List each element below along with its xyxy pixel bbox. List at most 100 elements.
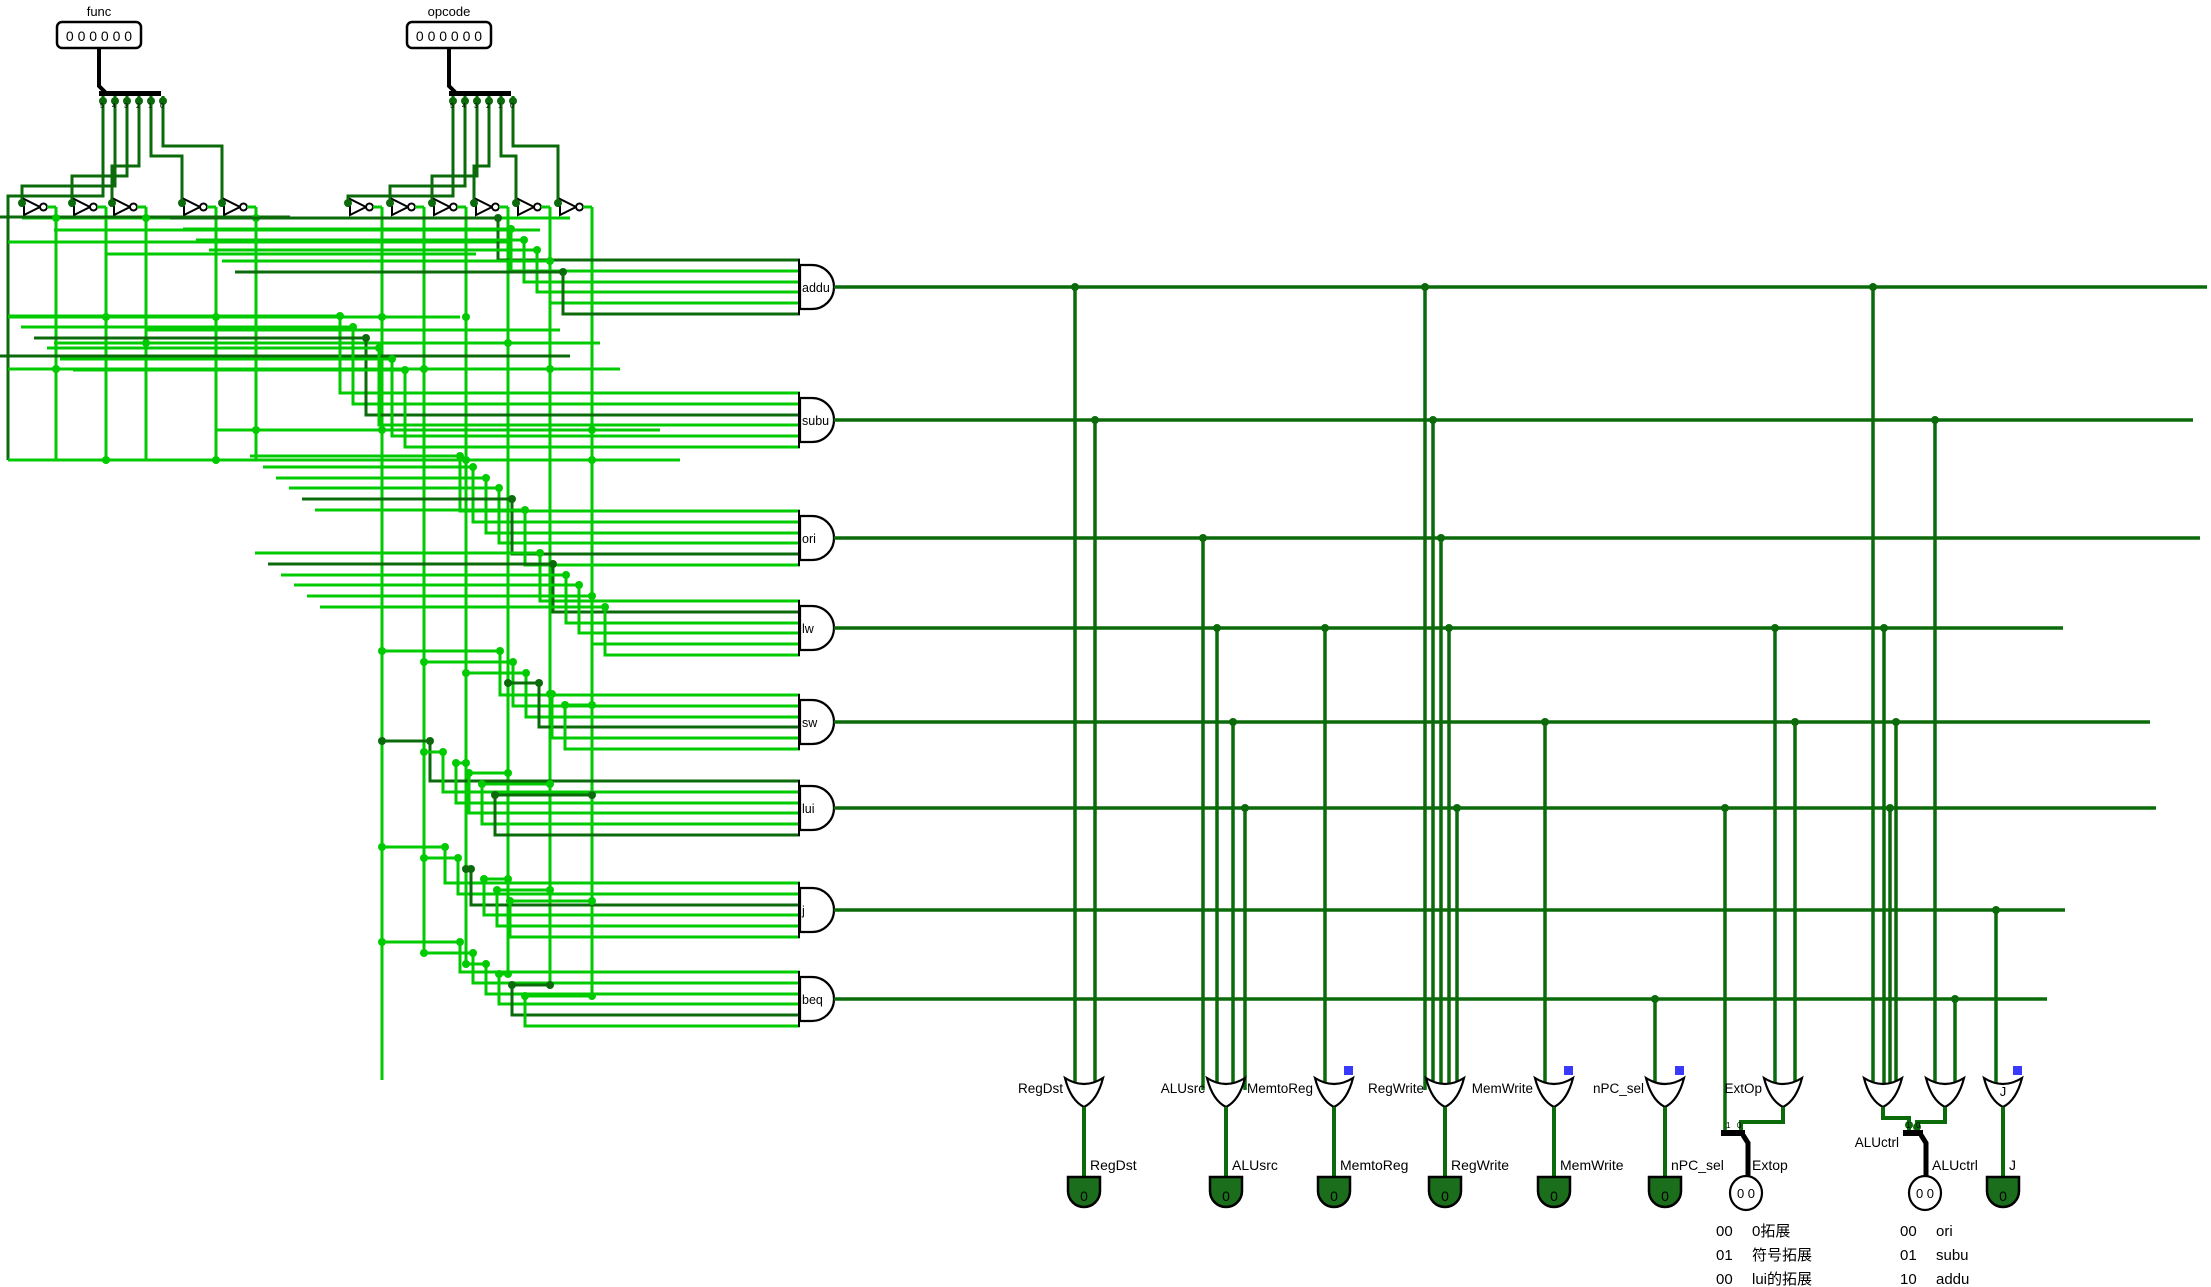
not-gate[interactable] <box>391 197 411 217</box>
wire-junction <box>588 701 596 709</box>
and-input-wire <box>222 259 800 305</box>
legend-aluctrl-text: subu <box>1936 1247 1969 1264</box>
legend-extop-text: 0拓展 <box>1752 1223 1790 1240</box>
wire-junction <box>462 759 470 767</box>
wire-junction <box>561 701 569 709</box>
not-gate[interactable] <box>183 197 203 217</box>
wire-junction <box>549 560 557 568</box>
wire-junction <box>480 875 488 883</box>
wire-junction <box>142 214 150 222</box>
not-gate[interactable] <box>223 197 243 217</box>
wire-junction <box>441 843 449 851</box>
and-input-wire <box>281 573 800 625</box>
and-input-wire <box>21 325 800 406</box>
splitter-bit-label: 1 <box>148 103 152 110</box>
wire-junction <box>336 312 344 320</box>
wire-junction <box>469 949 477 957</box>
or-gate-aluB[interactable] <box>1924 1075 1966 1109</box>
wire-junction <box>497 97 505 105</box>
not-gate[interactable] <box>73 197 93 217</box>
input-pin-opcode-bus-wire <box>447 48 458 95</box>
and-input-wire <box>60 357 800 438</box>
and-gate-j[interactable] <box>798 886 836 934</box>
output-pin-RegWrite[interactable] <box>1427 1175 1463 1209</box>
pin-value: 0 0 <box>1737 1186 1755 1201</box>
wire-junction <box>362 334 370 342</box>
and-input-wire <box>482 877 800 917</box>
output-pin-J[interactable] <box>1985 1175 2021 1209</box>
pin-value: 0 <box>1441 1188 1449 1204</box>
wire-junction <box>509 97 517 105</box>
and-gate-beq[interactable] <box>798 975 836 1023</box>
splitter-bit-wire <box>388 96 467 203</box>
not-gate[interactable] <box>433 197 453 217</box>
wire-junction <box>68 199 76 207</box>
and-gate-lw[interactable] <box>798 604 836 652</box>
wire-junction <box>142 339 150 347</box>
output-pin-RegDst[interactable] <box>1066 1175 1102 1209</box>
wire-junction <box>462 313 470 321</box>
not-gate[interactable] <box>349 197 369 217</box>
floating-input-marker <box>2013 1066 2022 1075</box>
not-gate[interactable] <box>113 197 133 217</box>
wire-junction <box>1905 1121 1913 1129</box>
wire-junction <box>420 658 428 666</box>
or-gate-J[interactable] <box>1982 1075 2024 1109</box>
or-gate-RegWrite[interactable] <box>1424 1075 1466 1109</box>
wire-junction <box>494 214 502 222</box>
or-gate-ALUsrc[interactable] <box>1205 1075 1247 1109</box>
wire-junction <box>546 257 554 265</box>
and-input-wire <box>493 793 800 837</box>
pin-label: ALUctrl <box>1932 1157 1978 1173</box>
input-pin-func-label: func <box>87 4 112 19</box>
wire-junction <box>546 690 554 698</box>
not-gate-bubble <box>39 202 48 212</box>
and-gate-sw[interactable] <box>798 698 836 746</box>
not-gate[interactable] <box>517 197 537 217</box>
and-gate-label: subu <box>802 414 829 428</box>
legend-extop-text: lui的拓展 <box>1752 1271 1812 1287</box>
output-pin-ALUsrc[interactable] <box>1208 1175 1244 1209</box>
output-pin-Extop[interactable] <box>1728 1174 1764 1212</box>
not-gate[interactable] <box>559 197 579 217</box>
or-gate-RegDst[interactable] <box>1063 1075 1105 1109</box>
and-gate-ori[interactable] <box>798 514 836 562</box>
splitter-bit-wire <box>20 96 117 203</box>
and-gate-subu[interactable] <box>798 396 836 444</box>
and-input-wire <box>563 703 800 751</box>
wire-junction <box>470 199 478 207</box>
wire-junction <box>378 843 386 851</box>
wire-junction <box>588 592 596 600</box>
or-gate-nPC_sel[interactable] <box>1644 1075 1686 1109</box>
and-input-wire <box>424 750 800 794</box>
input-pin-func-value: 0 0 0 0 0 0 <box>66 28 132 44</box>
wire-junction <box>461 97 469 105</box>
not-gate[interactable] <box>475 197 495 217</box>
legend-aluctrl-text: addu <box>1936 1271 1969 1287</box>
wire-junction <box>420 949 428 957</box>
output-pin-nPC_sel[interactable] <box>1647 1175 1683 1209</box>
or-gate-label: ALUsrc <box>1161 1081 1206 1096</box>
and-input-wire <box>424 951 800 985</box>
and-gate-label: lw <box>802 622 815 636</box>
or-gate-label: RegDst <box>1018 1081 1063 1096</box>
not-gate-bubble <box>575 202 584 212</box>
or-gate-MemWrite[interactable] <box>1533 1075 1575 1109</box>
not-gate[interactable] <box>23 197 43 217</box>
output-pin-MemtoReg[interactable] <box>1316 1175 1352 1209</box>
pin-label: RegWrite <box>1451 1157 1509 1173</box>
wire-junction <box>535 679 543 687</box>
wire-junction <box>462 960 470 968</box>
output-pin-ALUctrl[interactable] <box>1907 1174 1943 1212</box>
or-gate-aluA[interactable] <box>1862 1075 1904 1109</box>
and-gate-addu[interactable] <box>798 263 836 311</box>
splitter-bit-label: 0 <box>1916 1121 1921 1130</box>
and-input-wire <box>424 660 800 708</box>
wire-junction <box>456 938 464 946</box>
pin-label: J <box>2009 1157 2016 1173</box>
and-gate-lui[interactable] <box>798 784 836 832</box>
or-gate-MemtoReg[interactable] <box>1313 1075 1355 1109</box>
and-input-wire <box>508 899 800 939</box>
or-gate-ExtOp[interactable] <box>1762 1075 1804 1109</box>
output-pin-MemWrite[interactable] <box>1536 1175 1572 1209</box>
